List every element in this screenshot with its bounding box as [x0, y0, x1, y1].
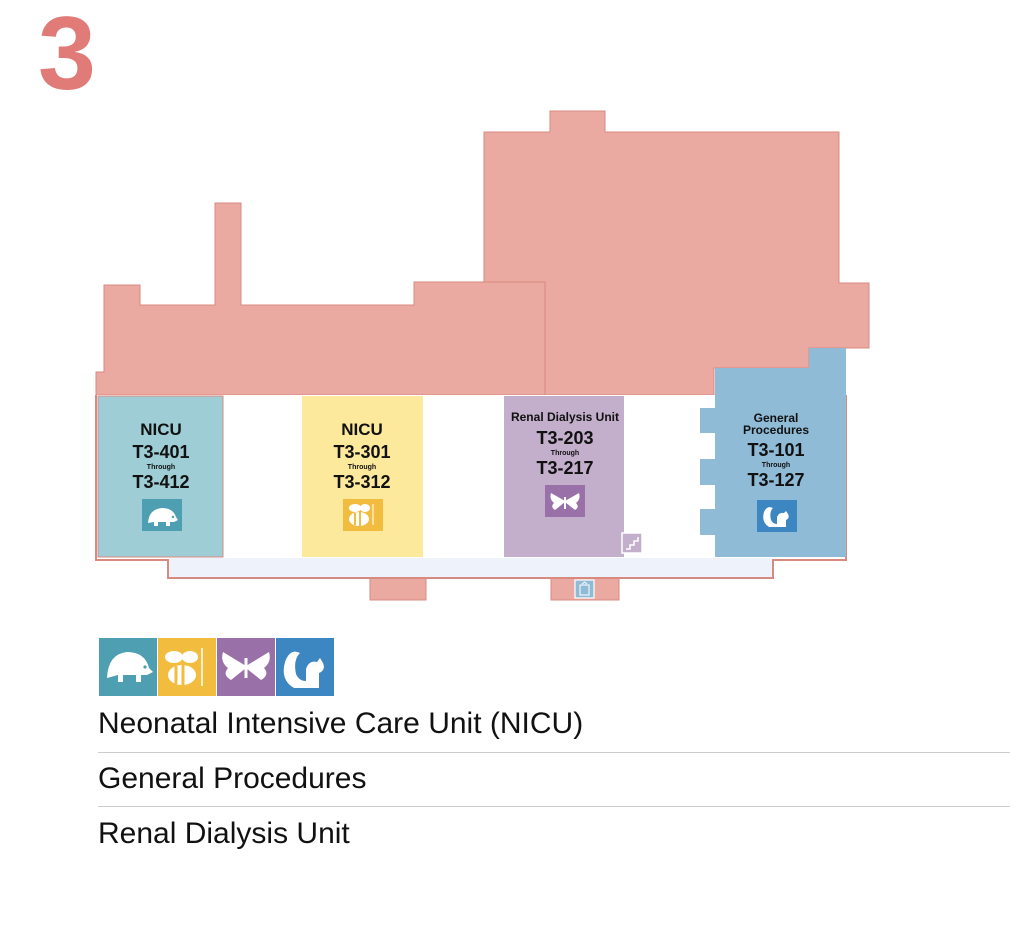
unit-last-room: T3-127 — [747, 470, 804, 490]
unit-through: Through — [762, 462, 790, 469]
floor-plan-map: NICU T3-401 Through T3-412 NICU T3-301 T… — [95, 110, 870, 601]
unit-last-room: T3-217 — [536, 458, 593, 478]
unit-first-room: T3-203 — [536, 428, 593, 448]
hedgehog-icon — [99, 638, 157, 696]
hedgehog-icon — [142, 499, 182, 531]
unit-nicu-300[interactable]: NICU T3-301 Through T3-312 — [302, 396, 423, 557]
unit-through: Through — [551, 450, 579, 457]
butterfly-icon — [545, 485, 585, 517]
unit-renal-dialysis[interactable]: Renal Dialysis Unit T3-203 Through T3-21… — [504, 396, 624, 557]
building-lower-outline — [95, 395, 847, 579]
elevator-icon — [574, 579, 595, 599]
unit-first-room: T3-401 — [132, 442, 189, 462]
bee-icon — [343, 499, 383, 531]
unit-name: NICU — [341, 420, 383, 439]
unit-through: Through — [348, 464, 376, 471]
unit-nicu-400[interactable]: NICU T3-401 Through T3-412 — [97, 395, 224, 558]
unit-last-room: T3-412 — [132, 472, 189, 492]
unit-name: NICU — [140, 420, 182, 439]
legend-divider — [98, 806, 1010, 807]
unit-last-room: T3-312 — [333, 472, 390, 492]
unit-first-room: T3-301 — [333, 442, 390, 462]
unit-name: Renal Dialysis Unit — [511, 410, 619, 424]
unit-first-room: T3-101 — [747, 440, 804, 460]
building-footprint — [95, 110, 870, 601]
unit-name-line2: Procedures — [743, 423, 809, 437]
unit-name-line1: General — [754, 411, 799, 425]
squirrel-icon — [276, 638, 334, 696]
unit-general-procedures[interactable]: General Procedures T3-101 Through T3-127 — [700, 348, 846, 557]
floor-number: 3 — [38, 0, 96, 112]
unit-through: Through — [147, 464, 175, 471]
butterfly-icon — [217, 638, 275, 696]
legend-item-nicu: Neonatal Intensive Care Unit (NICU) — [98, 707, 584, 740]
stairs-icon — [621, 532, 643, 554]
legend-item-renal-dialysis: Renal Dialysis Unit — [98, 817, 350, 850]
legend-icon-strip — [99, 638, 335, 696]
squirrel-icon — [757, 500, 797, 532]
bee-icon — [158, 638, 216, 696]
legend-item-general-procedures: General Procedures — [98, 762, 367, 795]
legend-divider — [98, 752, 1010, 753]
corridor — [169, 558, 772, 577]
